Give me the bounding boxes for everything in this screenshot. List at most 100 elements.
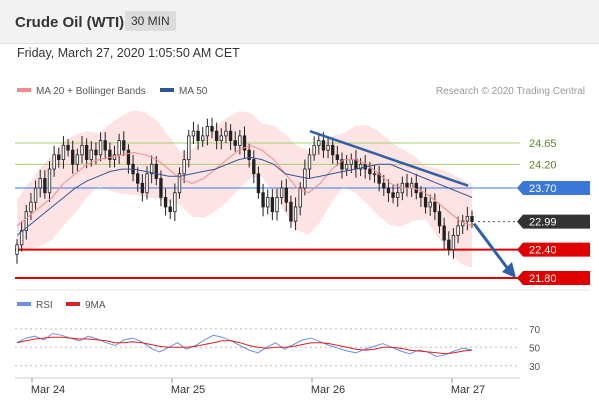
trend-line <box>309 129 469 187</box>
level-label-24.20: 24.20 <box>529 159 557 171</box>
candle <box>465 206 470 231</box>
ma20-line <box>16 144 473 227</box>
level-label-22.40: 22.40 <box>529 245 557 257</box>
candle-body <box>15 244 19 255</box>
candle <box>84 138 89 169</box>
candle-body <box>275 197 279 213</box>
candle <box>428 194 432 216</box>
candle <box>344 154 349 177</box>
ma50-line <box>16 156 473 236</box>
candle <box>442 217 446 250</box>
candle-body <box>159 178 163 198</box>
level-label-23.70: 23.70 <box>529 183 557 195</box>
candle <box>168 199 172 220</box>
rsi-level-label-50: 50 <box>529 343 541 354</box>
timeframe-badge[interactable]: 30 MIN <box>125 11 176 31</box>
candle-body <box>354 159 358 170</box>
candle-body <box>270 197 275 213</box>
candle <box>210 117 214 139</box>
candle <box>358 158 363 177</box>
x-tick-label: Mar 25 <box>171 384 205 396</box>
candle-body <box>303 168 307 189</box>
candle-body <box>437 211 442 227</box>
candle <box>433 193 437 221</box>
candle-body <box>391 192 395 198</box>
candle <box>238 129 242 155</box>
level-label-24.65: 24.65 <box>529 138 557 150</box>
candle <box>19 221 24 252</box>
candle <box>163 188 168 216</box>
candle <box>256 166 261 199</box>
rsi-ma-line <box>16 336 473 355</box>
candle <box>331 137 335 164</box>
candle-body <box>423 197 428 208</box>
candle <box>270 189 275 221</box>
candle <box>136 167 140 192</box>
candle-body <box>108 149 112 160</box>
candle-body <box>43 178 47 194</box>
candle <box>289 195 293 228</box>
candle-body <box>312 144 316 156</box>
candle <box>117 133 121 165</box>
candle-body <box>228 130 233 142</box>
candle-body <box>470 216 474 223</box>
candle-body <box>173 192 177 213</box>
candle-body <box>182 159 186 175</box>
candle-body <box>154 163 158 179</box>
level-tag-22.40 <box>517 242 590 257</box>
candle-body <box>89 149 93 160</box>
candle-body <box>279 187 284 198</box>
candle <box>187 129 191 168</box>
candle <box>335 145 340 166</box>
candle-body <box>94 149 98 156</box>
candle-body <box>71 149 75 165</box>
candle-body <box>98 140 103 156</box>
candle-body <box>214 130 219 142</box>
candle <box>149 155 154 184</box>
candle-body <box>331 144 335 156</box>
candle-body <box>326 144 330 151</box>
ma20-legend-swatch <box>17 88 31 92</box>
candle <box>205 118 210 146</box>
rsi-level-label-70: 70 <box>529 325 541 336</box>
candle-body <box>126 149 131 165</box>
candle-body <box>307 154 312 170</box>
candle <box>456 216 460 244</box>
candle <box>196 124 200 150</box>
candle-body <box>61 144 66 160</box>
rsi-level-label-30: 30 <box>529 362 541 373</box>
candle <box>159 170 163 207</box>
candle <box>391 185 395 204</box>
candle <box>247 143 251 168</box>
candle-body <box>256 173 261 194</box>
candle-body <box>112 154 117 160</box>
candle <box>24 205 28 240</box>
candle <box>154 156 158 186</box>
candle <box>98 132 103 162</box>
candle <box>447 231 451 256</box>
candle <box>191 121 196 145</box>
candle-body <box>382 182 386 189</box>
candle <box>261 183 265 217</box>
level-tag-21.80 <box>517 271 590 285</box>
candle-body <box>52 154 56 170</box>
candle-body <box>196 130 200 142</box>
candle <box>43 170 47 199</box>
candle-body <box>238 135 242 146</box>
candle-body <box>75 154 80 165</box>
candle-body <box>461 220 465 227</box>
candle <box>298 182 302 216</box>
candle <box>252 150 256 184</box>
candle <box>173 183 177 222</box>
rsi-legend-label: RSI <box>36 300 53 311</box>
candle-body <box>66 144 70 151</box>
candle-body <box>19 230 24 246</box>
candle <box>61 136 66 169</box>
instrument-title: Crude Oil (WTI) <box>15 14 125 31</box>
candle-body <box>344 163 349 170</box>
candle-body <box>177 173 182 194</box>
candle-body <box>428 201 432 208</box>
candle-body <box>247 149 251 160</box>
candle <box>214 122 219 150</box>
